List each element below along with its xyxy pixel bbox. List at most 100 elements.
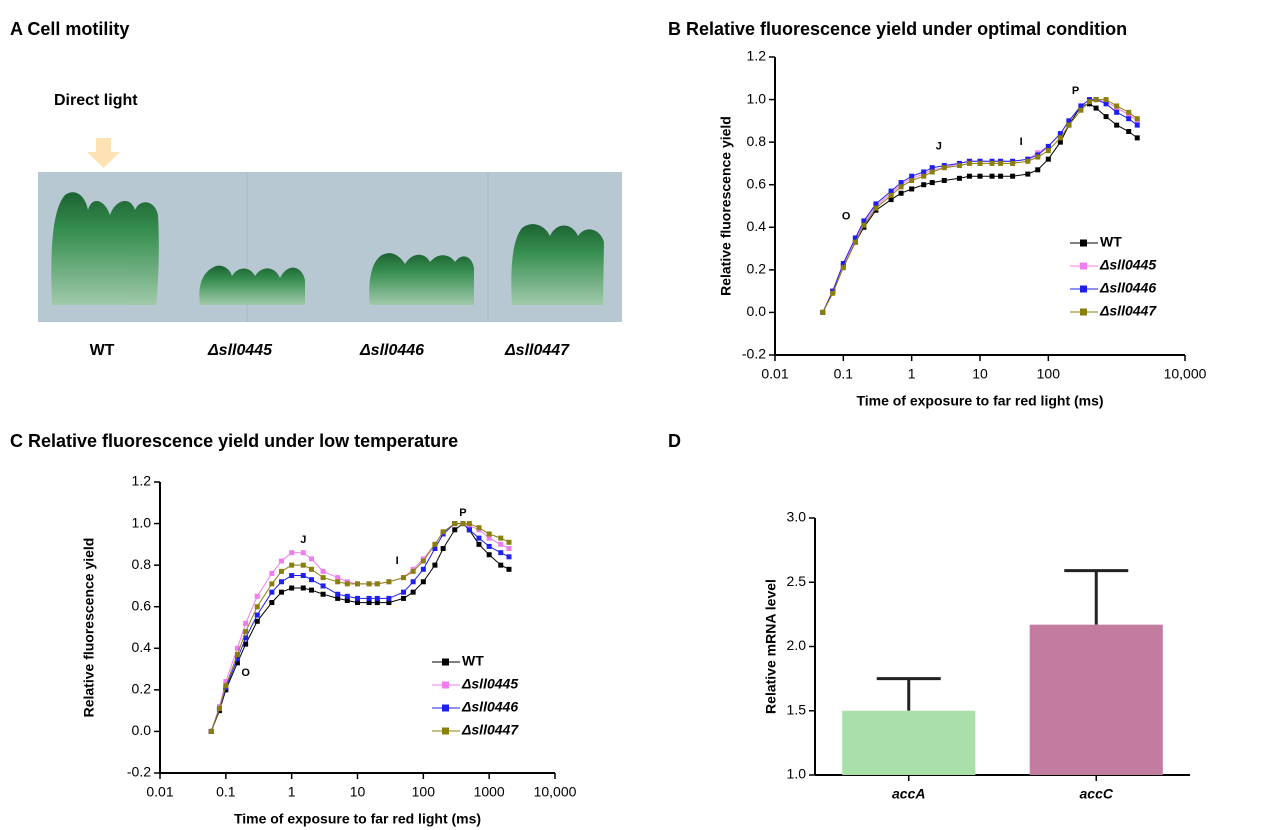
data-point bbox=[1114, 103, 1120, 109]
x-tick-label: 10 bbox=[972, 366, 988, 382]
y-tick-label: 3.0 bbox=[787, 509, 807, 525]
data-point bbox=[335, 591, 341, 597]
data-point bbox=[941, 177, 947, 183]
data-point bbox=[234, 660, 240, 666]
data-point bbox=[486, 552, 492, 558]
data-point bbox=[956, 163, 962, 169]
data-point bbox=[898, 180, 904, 186]
data-point bbox=[1045, 156, 1051, 162]
data-point bbox=[410, 568, 416, 574]
cell-colonies bbox=[51, 192, 604, 305]
annotation: J bbox=[936, 140, 942, 152]
series-line bbox=[822, 99, 1138, 313]
data-point bbox=[1134, 116, 1140, 122]
annotation: O bbox=[241, 667, 250, 679]
data-point bbox=[1010, 160, 1016, 166]
data-point bbox=[344, 593, 350, 599]
data-point bbox=[308, 587, 314, 593]
y-tick-label: 1.0 bbox=[787, 766, 807, 782]
data-point bbox=[269, 570, 275, 576]
series-line bbox=[822, 99, 1138, 313]
legend-marker bbox=[1080, 285, 1087, 293]
y-tick-label: 0.4 bbox=[747, 218, 767, 234]
y-tick-label: -0.2 bbox=[127, 764, 151, 780]
strain-label: Δsll0447 bbox=[504, 342, 570, 359]
data-point bbox=[223, 683, 229, 689]
chart-title: D bbox=[668, 431, 681, 451]
data-point bbox=[830, 290, 836, 296]
x-tick-label: 1 bbox=[288, 784, 296, 800]
data-point bbox=[498, 550, 504, 556]
data-point bbox=[852, 235, 858, 241]
data-point bbox=[460, 521, 466, 527]
data-point bbox=[929, 169, 935, 175]
data-point bbox=[909, 177, 915, 183]
data-point bbox=[374, 581, 380, 587]
data-point bbox=[243, 635, 249, 641]
data-point bbox=[898, 190, 904, 196]
data-point bbox=[243, 620, 249, 626]
data-point bbox=[1114, 122, 1120, 128]
data-point bbox=[998, 173, 1004, 179]
data-point bbox=[1126, 116, 1132, 122]
data-point bbox=[254, 593, 260, 599]
data-point bbox=[1093, 97, 1099, 103]
annotation: P bbox=[1072, 85, 1079, 97]
arrow-label: Direct light bbox=[54, 92, 138, 109]
data-point bbox=[1086, 99, 1092, 105]
x-tick-label: 0.1 bbox=[834, 366, 854, 382]
data-point bbox=[440, 529, 446, 535]
light-arrow bbox=[87, 138, 120, 168]
data-point bbox=[300, 585, 306, 591]
data-point bbox=[344, 581, 350, 587]
chart-title: B Relative fluorescence yield under opti… bbox=[668, 19, 1127, 39]
y-axis-label: Relative mRNA level bbox=[763, 579, 779, 714]
data-point bbox=[234, 656, 240, 662]
data-point bbox=[269, 581, 275, 587]
x-tick-label: accA bbox=[892, 786, 925, 802]
data-point bbox=[941, 165, 947, 171]
y-axis-label: Relative fluorescence yield bbox=[81, 538, 97, 718]
x-axis-label: Time of exposure to far red light (ms) bbox=[856, 393, 1103, 409]
data-point bbox=[1103, 101, 1109, 107]
data-point bbox=[366, 600, 372, 606]
data-point bbox=[861, 218, 867, 224]
data-point bbox=[289, 562, 295, 568]
strain-label: Δsll0446 bbox=[359, 342, 424, 359]
legend-label: Δsll0447 bbox=[461, 722, 519, 738]
y-tick-label: 0.2 bbox=[747, 261, 767, 277]
data-point bbox=[308, 577, 314, 583]
data-point bbox=[243, 641, 249, 647]
data-point bbox=[966, 173, 972, 179]
strain-label: Δsll0445 bbox=[207, 342, 273, 359]
data-point bbox=[476, 541, 482, 547]
x-tick-label: 0.01 bbox=[761, 366, 788, 382]
data-point bbox=[1134, 135, 1140, 141]
data-point bbox=[486, 535, 492, 541]
legend-label: WT bbox=[462, 653, 484, 669]
legend-marker bbox=[1080, 239, 1087, 247]
y-tick-label: 0.6 bbox=[747, 175, 767, 191]
y-tick-label: 0.6 bbox=[132, 597, 152, 613]
data-point bbox=[956, 175, 962, 181]
series bbox=[820, 97, 1140, 315]
y-tick-label: 0.2 bbox=[132, 681, 152, 697]
data-point bbox=[440, 546, 446, 552]
data-point bbox=[278, 558, 284, 564]
data-point bbox=[1126, 129, 1132, 134]
data-point bbox=[401, 595, 407, 601]
data-point bbox=[861, 222, 867, 228]
data-point bbox=[223, 679, 229, 685]
data-point bbox=[355, 595, 360, 601]
legend-label: Δsll0445 bbox=[461, 676, 518, 692]
legend-marker bbox=[1080, 262, 1087, 270]
y-tick-label: 1.5 bbox=[787, 701, 807, 717]
chart-title: C Relative fluorescence yield under low … bbox=[10, 431, 458, 451]
data-point bbox=[466, 527, 472, 533]
data-point bbox=[420, 558, 426, 564]
data-point bbox=[1057, 135, 1063, 141]
legend-marker bbox=[1080, 308, 1087, 316]
data-point bbox=[840, 265, 846, 271]
data-point bbox=[1057, 131, 1063, 137]
x-tick-label: 100 bbox=[412, 784, 436, 800]
